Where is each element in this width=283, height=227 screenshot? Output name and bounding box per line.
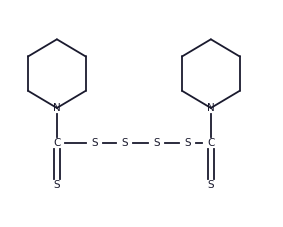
Text: C: C	[207, 138, 215, 148]
Text: N: N	[53, 103, 61, 113]
Text: S: S	[184, 138, 190, 148]
Text: S: S	[207, 180, 214, 190]
Text: S: S	[121, 138, 128, 148]
Text: S: S	[153, 138, 160, 148]
Text: S: S	[91, 138, 98, 148]
Text: C: C	[53, 138, 61, 148]
Text: S: S	[53, 180, 60, 190]
Text: N: N	[207, 103, 215, 113]
